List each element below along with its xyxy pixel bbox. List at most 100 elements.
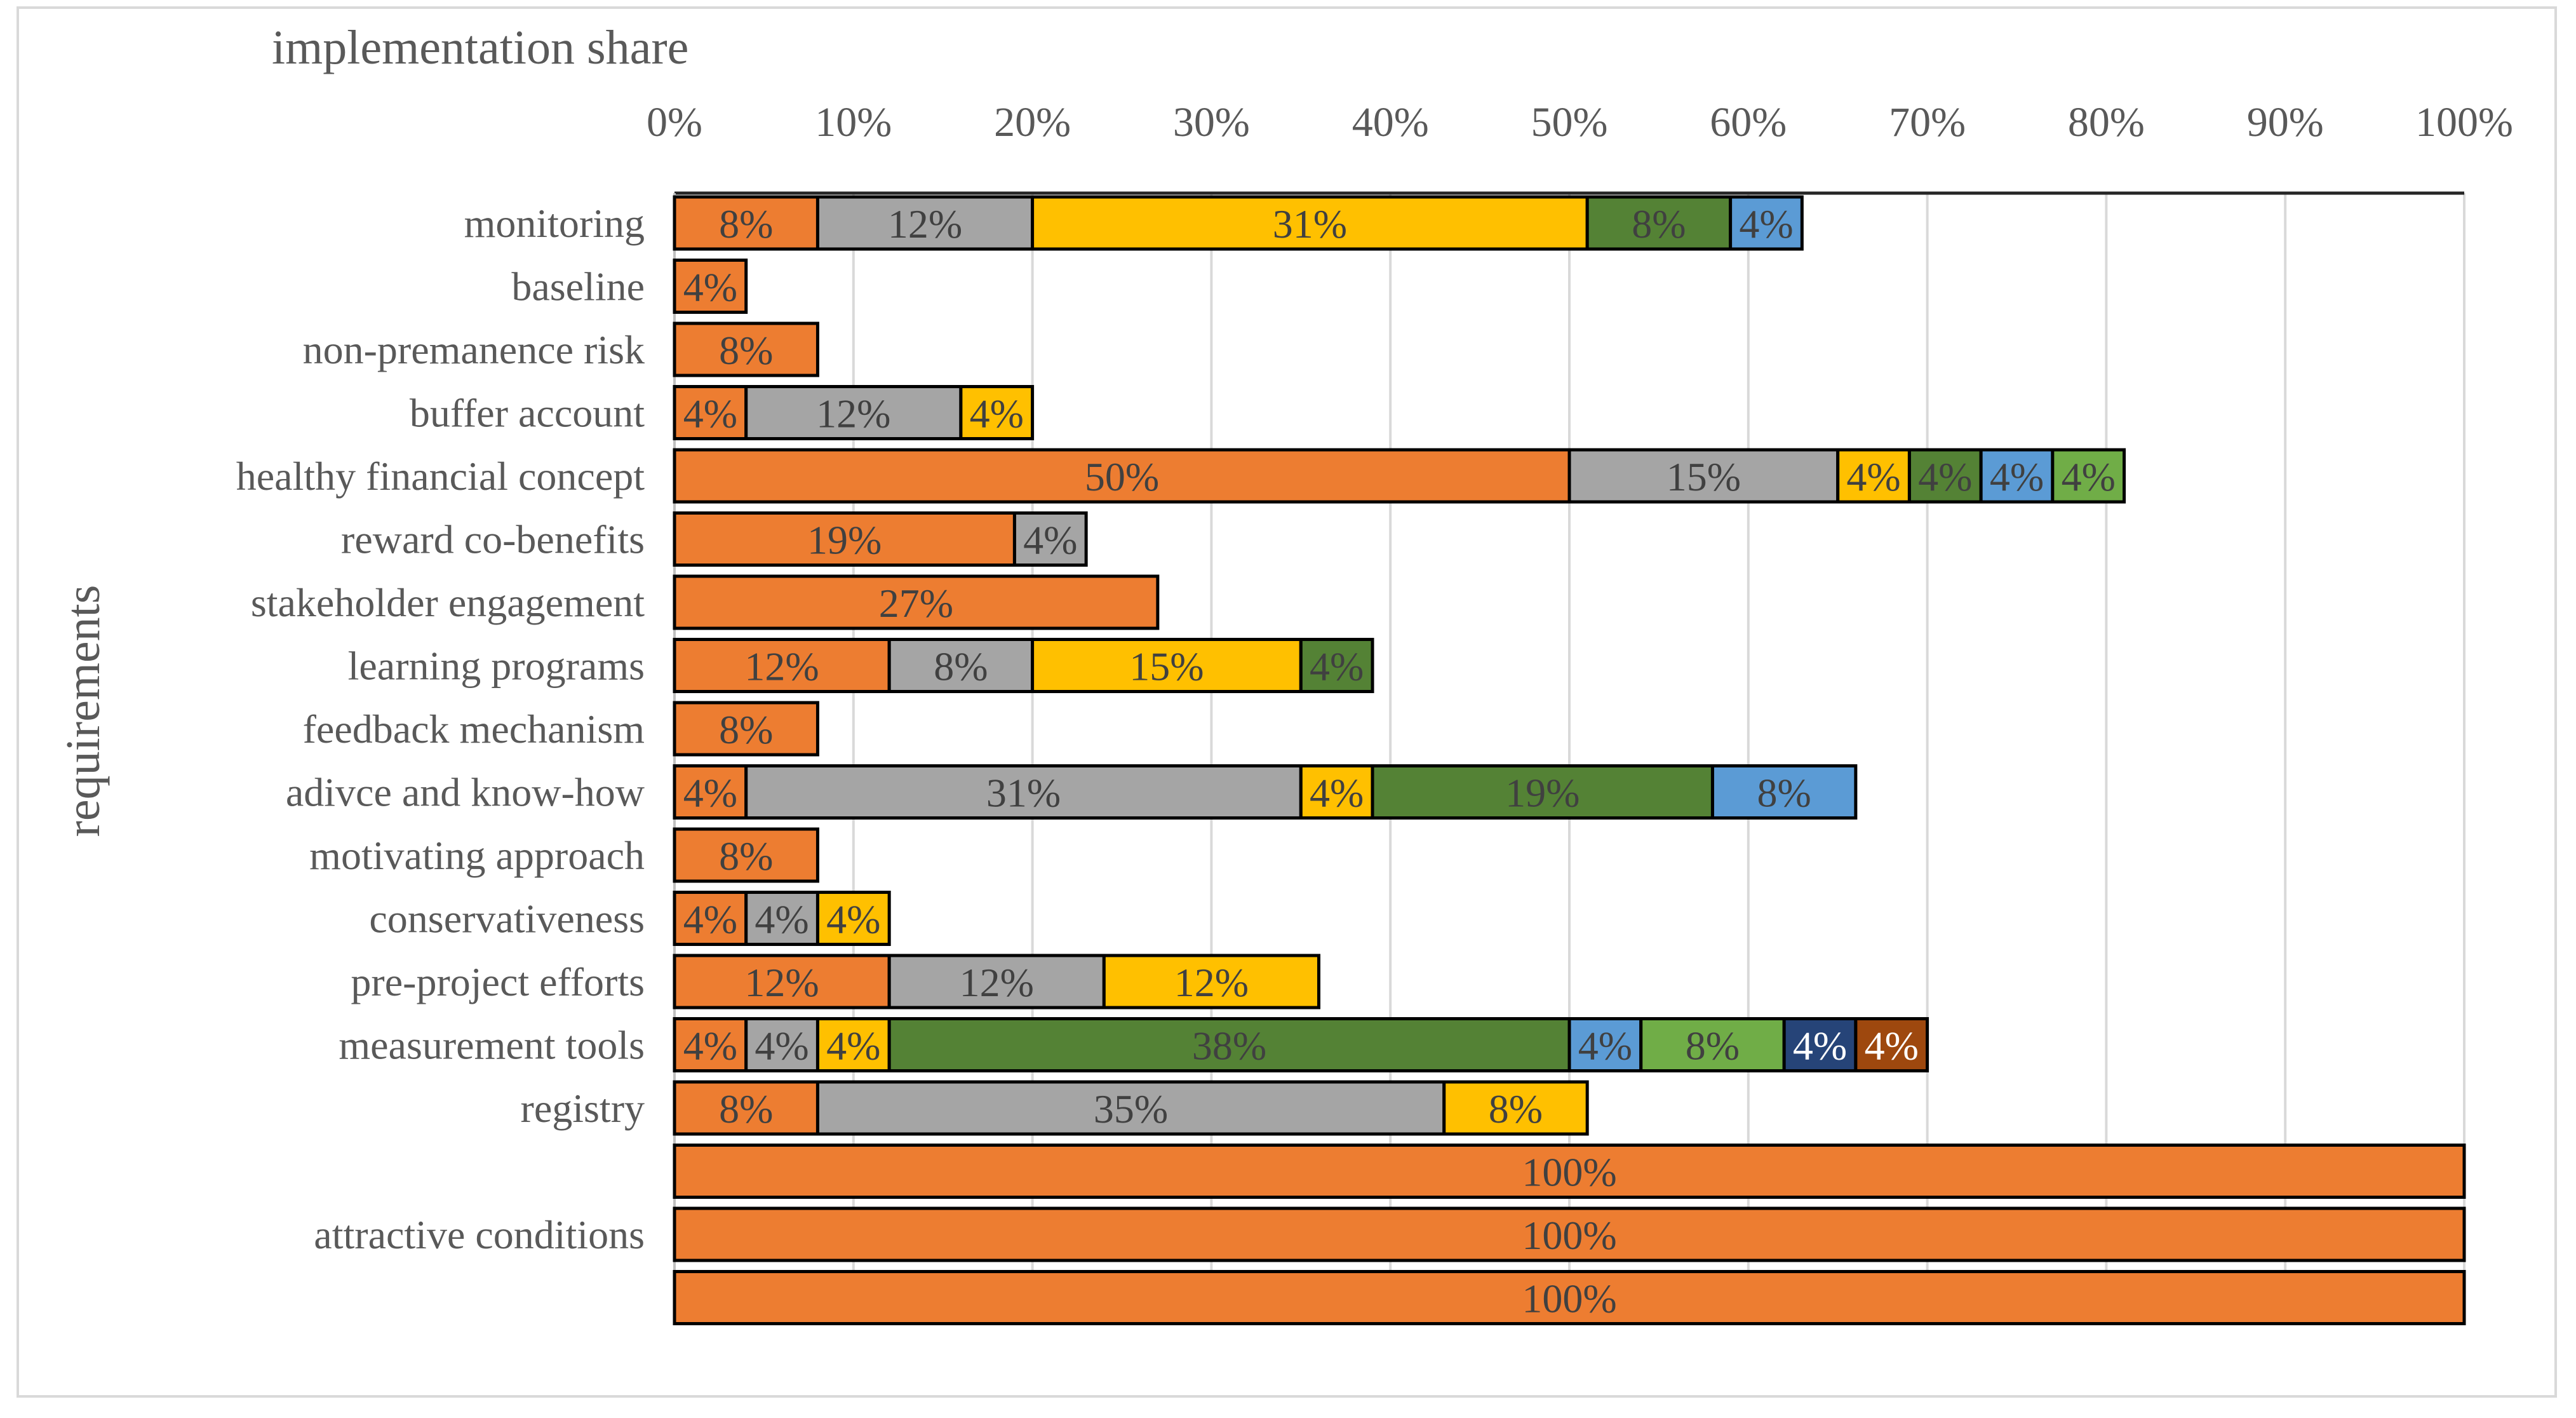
x-tick-label: 90% [2247, 99, 2324, 145]
bar-data-label: 15% [1667, 454, 1741, 499]
bar-data-label: 100% [1522, 1213, 1616, 1258]
bar-segment [959, 385, 1035, 440]
bar-data-label: 4% [1793, 1023, 1847, 1069]
bar-data-label: 4% [683, 1023, 737, 1069]
bar-data-label: 100% [1522, 1150, 1616, 1195]
bar-segment [673, 891, 748, 946]
bar-segment [673, 385, 748, 440]
bar-segment [1979, 448, 2055, 504]
chart-title: implementation share [272, 21, 688, 74]
bar-data-label: 4% [826, 897, 880, 942]
bar-segment [1710, 764, 1858, 820]
bar-segment [673, 1144, 2466, 1199]
bar-segment [673, 1080, 819, 1136]
bar-data-label: 12% [744, 644, 819, 689]
bar-segment [673, 1017, 748, 1072]
bar-data-label: 8% [719, 1086, 773, 1131]
category-label: conservativeness [369, 896, 645, 942]
bar-segment [887, 1017, 1571, 1072]
bar-segment [1299, 638, 1374, 693]
x-tick-label: 80% [2068, 99, 2145, 145]
bar-data-label: 27% [879, 581, 953, 626]
bar-data-label: 8% [1489, 1086, 1543, 1131]
bar-segment [1102, 954, 1320, 1009]
y-axis-label: requirements [57, 585, 110, 837]
bar-segment [673, 574, 1160, 630]
bar-data-label: 4% [683, 771, 737, 816]
bar-data-label: 4% [683, 265, 737, 310]
category-label: attractive conditions [314, 1212, 645, 1257]
bar-segment [744, 385, 963, 440]
x-tick-label: 60% [1710, 99, 1787, 145]
bar-data-label: 12% [888, 201, 962, 246]
bar-data-label: 8% [719, 707, 773, 752]
bar-segment [673, 259, 748, 314]
gridlines [673, 191, 2465, 1324]
bar-data-label: 4% [1918, 454, 1972, 499]
bar-data-label: 12% [744, 960, 819, 1005]
bar-segment [1567, 1017, 1643, 1072]
bar-data-label: 35% [1094, 1086, 1168, 1131]
category-label: registry [521, 1086, 645, 1131]
bar-data-label: 19% [1505, 771, 1580, 816]
bar-data-label: 4% [755, 1023, 808, 1069]
bar-segment [673, 195, 819, 251]
bar-data-label: 8% [719, 328, 773, 373]
category-label: measurement tools [339, 1023, 645, 1068]
category-label: healthy financial concept [236, 454, 645, 499]
bar-segment [815, 891, 891, 946]
bar-data-label: 4% [1739, 201, 1793, 246]
bar-segment [815, 1017, 891, 1072]
bar-segment [887, 954, 1106, 1009]
bar-segment [1854, 1017, 1929, 1072]
bar-data-label: 4% [1990, 454, 2044, 499]
category-label: learning programs [348, 644, 645, 689]
bar-segment [744, 764, 1303, 820]
category-label: feedback mechanism [303, 706, 645, 752]
bar-segment [1836, 448, 1911, 504]
bar-data-label: 100% [1522, 1276, 1616, 1321]
bar-segment [1031, 638, 1303, 693]
bar-data-label: 31% [986, 771, 1061, 816]
bar-segment [1012, 511, 1088, 567]
bar-segment [1729, 195, 1804, 251]
x-tick-label: 20% [994, 99, 1071, 145]
bar-segment [673, 511, 1016, 567]
bar-data-label: 4% [1023, 518, 1077, 563]
category-label: reward co-benefits [341, 517, 645, 562]
bar-segment [815, 1080, 1446, 1136]
bar-data-label: 4% [1310, 771, 1364, 816]
x-tick-label: 70% [1889, 99, 1966, 145]
bar-segment [673, 321, 819, 377]
bar-data-label: 19% [807, 518, 882, 563]
category-label: motivating approach [309, 833, 645, 878]
bar-data-label: 8% [1686, 1023, 1740, 1069]
bars: 8% 12% 31% 8% 4%4%8%4% 12% 4%50% 15% 4% 4% 4% 4%19%… [673, 195, 2466, 1325]
bar-data-label: 4% [970, 391, 1024, 436]
bar-data-label: 12% [1174, 960, 1249, 1005]
bar-segment [673, 638, 891, 693]
bar-data-label: 4% [683, 391, 737, 436]
x-tick-label: 0% [647, 99, 702, 145]
bar-data-label: 4% [1310, 644, 1364, 689]
x-tick-label: 40% [1352, 99, 1429, 145]
bar-data-label: 38% [1192, 1023, 1266, 1069]
category-label: monitoring [464, 201, 645, 246]
bar-data-label: 12% [816, 391, 890, 436]
bar-segment [744, 1017, 819, 1072]
bar-data-label: 4% [683, 897, 737, 942]
x-tick-label: 10% [815, 99, 892, 145]
bar-data-label: 4% [755, 897, 808, 942]
bar-segment [673, 701, 819, 757]
bar-data-label: 12% [960, 960, 1034, 1005]
category-label: baseline [511, 264, 645, 309]
category-label: non-premanence risk [303, 327, 645, 372]
bar-segment [1585, 195, 1733, 251]
bar-data-label: 4% [2062, 454, 2116, 499]
bar-data-label: 50% [1085, 454, 1159, 499]
bar-segment [1639, 1017, 1786, 1072]
bar-data-label: 8% [719, 201, 773, 246]
bar-segment [2051, 448, 2126, 504]
bar-segment [673, 1270, 2466, 1325]
bar-data-label: 31% [1273, 201, 1347, 246]
